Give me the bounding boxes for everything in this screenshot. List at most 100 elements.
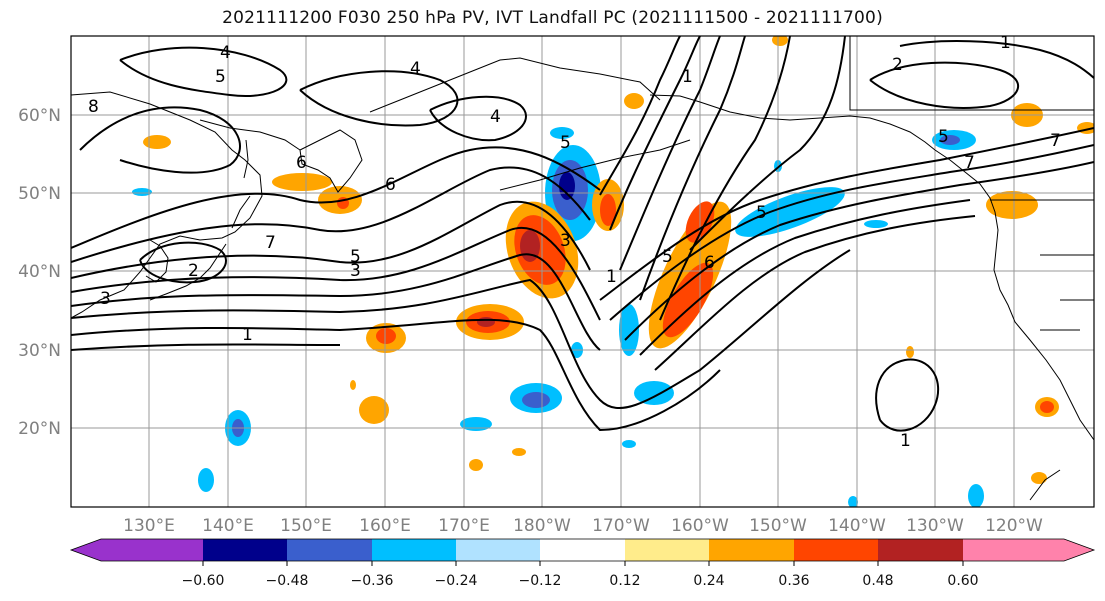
contour-label: 4 — [490, 107, 501, 127]
lon-label: 140°W — [828, 516, 886, 536]
shade-blob — [512, 448, 526, 456]
shade-blob — [559, 172, 575, 200]
pv-contours — [71, 36, 1094, 432]
colorbar-segment — [794, 539, 878, 561]
coastline-north-frame — [849, 36, 1094, 111]
colorbar-segment — [372, 539, 456, 561]
contour-label: 5 — [350, 247, 361, 267]
shade-blob — [735, 187, 845, 237]
contour-label: 6 — [704, 253, 715, 273]
contour-line — [429, 95, 527, 142]
colorbar-segment — [456, 539, 540, 561]
contour-label: 5 — [560, 133, 571, 153]
lon-label: 170°W — [592, 516, 650, 536]
coastline-alaska — [649, 94, 936, 151]
contour-line — [875, 358, 940, 432]
contour-line — [869, 61, 1020, 109]
contour-line — [71, 200, 591, 279]
contour-line — [619, 36, 721, 271]
contour-line — [689, 36, 846, 251]
contour-label: 3 — [560, 231, 571, 251]
contour-line — [71, 146, 601, 249]
lon-label: 160°W — [671, 516, 729, 536]
contour-line — [119, 46, 288, 97]
shade-blob — [376, 328, 396, 344]
coastline-siberia-north — [199, 57, 661, 151]
contour-label: 1 — [242, 325, 253, 345]
contour-line — [599, 127, 1094, 301]
colorbar-segment — [625, 539, 709, 561]
contour-line — [71, 253, 601, 351]
lon-label: 150°W — [749, 516, 807, 536]
shade-blob — [477, 317, 495, 327]
contour-label: 6 — [385, 175, 396, 195]
colorbar-segment — [540, 539, 625, 561]
colorbar-tick-label: −0.24 — [435, 573, 478, 589]
contour-line — [71, 226, 601, 321]
map-border — [70, 35, 1095, 508]
longitude-labels: 130°E 140°E 150°E 160°E 170°E 180°W 170°… — [123, 516, 1043, 536]
shade-blob — [940, 135, 960, 145]
contour-label: 2 — [188, 261, 199, 281]
lat-label: 30°N — [18, 341, 61, 361]
shade-blob — [906, 346, 914, 358]
shade-blob — [132, 188, 152, 196]
shade-blob — [143, 135, 171, 149]
lon-label: 120°W — [985, 516, 1043, 536]
contour-line — [609, 144, 1094, 321]
colorbar-outline — [69, 538, 1096, 562]
contour-label: 1 — [900, 431, 911, 451]
contour-line — [71, 318, 721, 432]
lat-label: 60°N — [18, 106, 61, 126]
coastline-kamchatka — [299, 129, 363, 193]
contour-label: 1 — [1000, 33, 1011, 53]
shade-blob — [624, 93, 644, 109]
colorbar-tick-label: −0.48 — [266, 573, 309, 589]
colorbar-tick-label: 0.12 — [609, 573, 640, 589]
contour-line — [899, 40, 1094, 79]
contour-line — [639, 36, 746, 301]
lon-label: 150°E — [280, 516, 332, 536]
shade-blob — [359, 396, 389, 424]
contour-label: 1 — [682, 67, 693, 87]
shade-blob — [1031, 472, 1047, 484]
contour-label: 1 — [606, 267, 617, 287]
contour-line — [599, 36, 681, 196]
shade-blob — [469, 459, 483, 471]
lon-label: 130°E — [123, 516, 175, 536]
contour-label: 7 — [265, 233, 276, 253]
shade-blob — [522, 392, 550, 408]
contour-line — [299, 70, 459, 127]
shade-blob — [968, 484, 984, 507]
contour-line — [139, 241, 227, 284]
contour-label: 5 — [215, 67, 226, 87]
colorbar-segment — [709, 539, 794, 561]
shade-blob — [772, 36, 788, 46]
contour-line — [624, 161, 1094, 341]
colorbar — [69, 538, 1096, 566]
contour-line — [71, 166, 591, 263]
shade-blob — [619, 304, 639, 356]
colorbar-tick-label: 0.24 — [693, 573, 724, 589]
border-states — [1040, 254, 1094, 331]
contour-line — [659, 36, 791, 321]
contour-label: 2 — [892, 55, 903, 75]
colorbar-tick-label: −0.12 — [519, 573, 562, 589]
colorbar-segment — [287, 539, 372, 561]
shade-blob — [864, 220, 888, 228]
colorbar-tick-labels: −0.60 −0.48 −0.36 −0.24 −0.12 0.12 0.24 … — [182, 573, 979, 589]
shade-blob — [848, 496, 858, 507]
colorbar-tick-label: 0.48 — [862, 573, 893, 589]
lon-label: 180°W — [513, 516, 571, 536]
colorbar-segment — [71, 539, 203, 561]
contour-label: 7 — [1050, 131, 1061, 151]
shade-blob — [1040, 401, 1054, 413]
colorbar-segment — [878, 539, 963, 561]
coastline-aleutians — [499, 139, 691, 191]
colorbar-segment — [203, 539, 287, 561]
shade-blob — [634, 381, 674, 405]
lat-label: 20°N — [18, 419, 61, 439]
contour-line — [71, 249, 851, 409]
contour-line — [79, 106, 241, 174]
lat-label: 40°N — [18, 262, 61, 282]
